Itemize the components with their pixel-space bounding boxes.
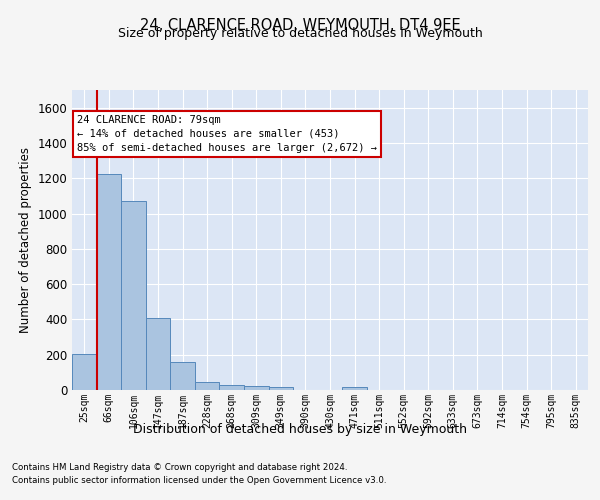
Bar <box>170 362 195 390</box>
Bar <box>342 388 367 390</box>
Text: 24 CLARENCE ROAD: 79sqm
← 14% of detached houses are smaller (453)
85% of semi-d: 24 CLARENCE ROAD: 79sqm ← 14% of detache… <box>77 114 377 152</box>
Text: Distribution of detached houses by size in Weymouth: Distribution of detached houses by size … <box>133 422 467 436</box>
Bar <box>220 385 244 390</box>
Text: Contains public sector information licensed under the Open Government Licence v3: Contains public sector information licen… <box>12 476 386 485</box>
Bar <box>244 386 269 390</box>
Bar <box>146 318 170 390</box>
Bar <box>269 388 293 390</box>
Bar <box>195 382 220 390</box>
Bar <box>121 201 146 390</box>
Bar <box>97 174 121 390</box>
Bar <box>72 354 97 390</box>
Y-axis label: Number of detached properties: Number of detached properties <box>19 147 32 333</box>
Text: Size of property relative to detached houses in Weymouth: Size of property relative to detached ho… <box>118 28 482 40</box>
Text: Contains HM Land Registry data © Crown copyright and database right 2024.: Contains HM Land Registry data © Crown c… <box>12 464 347 472</box>
Text: 24, CLARENCE ROAD, WEYMOUTH, DT4 9EE: 24, CLARENCE ROAD, WEYMOUTH, DT4 9EE <box>140 18 460 32</box>
